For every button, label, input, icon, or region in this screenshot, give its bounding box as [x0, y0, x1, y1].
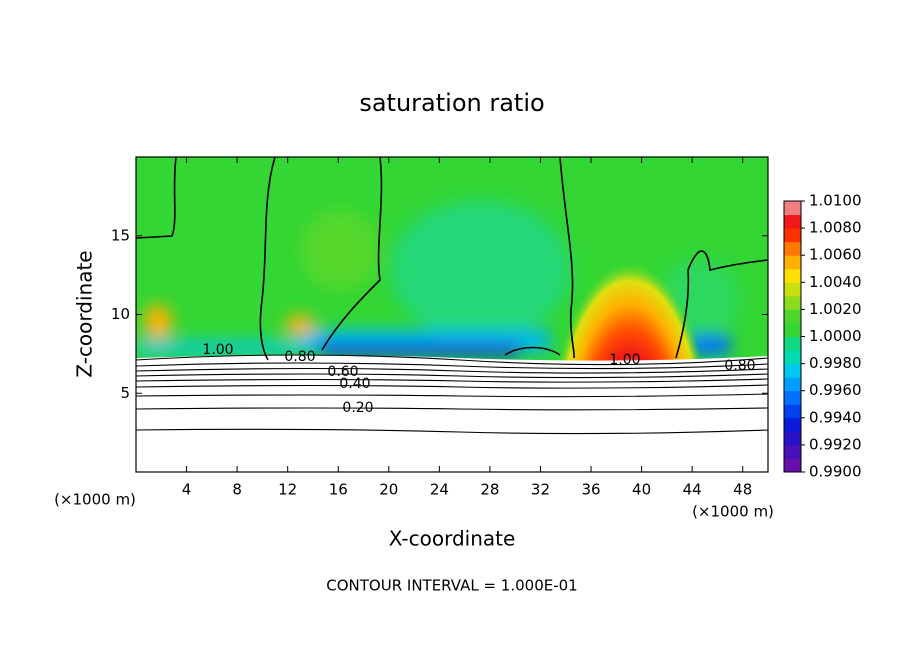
colorbar-segment [784, 295, 801, 310]
colorbar-tick-label: 1.0040 [809, 273, 862, 291]
x-tick-label: 28 [480, 481, 499, 499]
colorbar-tick-label: 0.9960 [809, 381, 862, 399]
x-tick-label: 32 [531, 481, 550, 499]
colorbar-segment [784, 268, 801, 283]
colorbar-tick-label: 1.0020 [809, 300, 862, 318]
colorbar-segment [784, 214, 801, 229]
colorbar-tick-label: 0.9920 [809, 435, 862, 453]
field [136, 157, 768, 472]
x-tick-label: 36 [581, 481, 600, 499]
contour-label: 0.20 [342, 400, 373, 416]
colorbar-tick-label: 1.0080 [809, 219, 862, 237]
x-tick-label: 8 [232, 481, 242, 499]
x-axis-title: X-coordinate [389, 527, 516, 551]
y-axis-title: Z-coordinate [73, 250, 97, 377]
x-tick-label: 40 [632, 481, 651, 499]
colorbar-segment [784, 417, 801, 432]
colorbar-segment [784, 404, 801, 419]
colorbar-segment [784, 336, 801, 351]
colorbar-tick-label: 1.0000 [809, 327, 862, 345]
footnote: CONTOUR INTERVAL = 1.000E-01 [326, 577, 577, 595]
x-tick-label: 20 [379, 481, 398, 499]
colorbar-segment [784, 377, 801, 392]
colorbar-segment [784, 241, 801, 256]
colorbar-segment [784, 363, 801, 378]
x-tick-label: 48 [733, 481, 752, 499]
y-tick-label: 5 [120, 384, 130, 402]
x-tick-label: 12 [278, 481, 297, 499]
colorbar-tick-label: 0.9940 [809, 408, 862, 426]
colorbar-segment [784, 458, 801, 473]
x-tick-label: 4 [182, 481, 192, 499]
colorbar-segment [784, 390, 801, 405]
contour-label: 0.80 [284, 349, 315, 365]
y-tick-label: 10 [111, 305, 130, 323]
colorbar-segment [784, 282, 801, 297]
colorbar-tick-label: 0.9980 [809, 354, 862, 372]
x-unit-label: (×1000 m) [54, 491, 136, 509]
contour-label: 0.60 [327, 364, 358, 380]
colorbar-segment [784, 255, 801, 270]
contour-label: 0.80 [724, 358, 755, 374]
contour-label: 1.00 [202, 342, 233, 358]
chart-title: saturation ratio [359, 89, 544, 117]
x-tick-label: 44 [683, 481, 702, 499]
x-unit-label: (×1000 m) [692, 503, 774, 521]
colorbar-segment [784, 309, 801, 324]
colorbar-tick-label: 1.0060 [809, 246, 862, 264]
colorbar-segment [784, 444, 801, 459]
colorbar-segment [784, 322, 801, 337]
colorbar-tick-label: 1.0100 [809, 192, 862, 210]
colorbar-tick-label: 0.9900 [809, 463, 862, 481]
colorbar-segment [784, 201, 801, 216]
contour-label: 1.00 [609, 352, 640, 368]
colorbar-segment [784, 350, 801, 365]
colorbar-segment [784, 431, 801, 446]
y-tick-label: 15 [111, 226, 130, 244]
x-tick-label: 16 [329, 481, 348, 499]
colorbar-segment [784, 228, 801, 243]
x-tick-label: 24 [430, 481, 449, 499]
contour-label: 0.40 [339, 376, 370, 392]
